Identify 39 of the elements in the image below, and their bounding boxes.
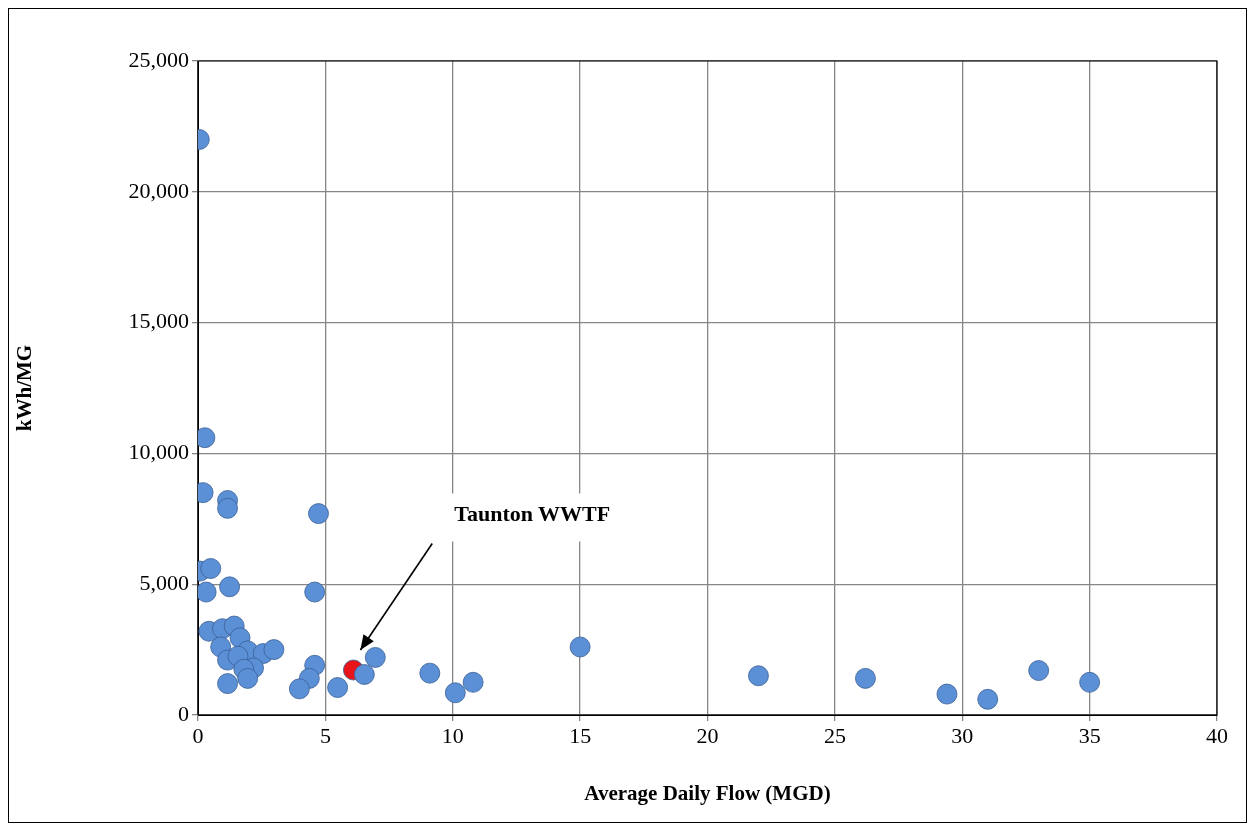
point: [748, 665, 769, 687]
point: [977, 688, 999, 710]
x-tick-label: 15: [569, 722, 592, 748]
point: [855, 667, 876, 689]
point: [200, 558, 222, 579]
x-tick-label: 30: [951, 722, 974, 748]
y-tick-label: 25,000: [128, 46, 189, 72]
point: [237, 667, 259, 689]
point: [1079, 671, 1101, 693]
y-tick-label: 10,000: [128, 439, 189, 465]
point: [219, 576, 240, 598]
point: [304, 581, 326, 603]
annotation: Taunton WWTF: [454, 501, 611, 527]
point: [217, 497, 238, 519]
x-tick-label: 35: [1078, 722, 1101, 748]
point: [569, 636, 591, 658]
x-tick-label: 25: [823, 722, 846, 748]
x-tick-label: 10: [441, 722, 464, 748]
point: [364, 647, 386, 668]
point: [1028, 660, 1050, 681]
x-tick-label: 40: [1206, 722, 1228, 748]
x-axis-title: Average Daily Flow (MGD): [584, 780, 831, 805]
point: [462, 671, 484, 693]
point: [217, 673, 238, 695]
y-tick-label: 0: [178, 700, 189, 726]
point: [263, 639, 285, 660]
x-tick-label: 20: [696, 722, 719, 748]
y-tick-label: 5,000: [139, 569, 189, 595]
y-tick-label: 20,000: [128, 177, 189, 203]
point: [936, 683, 958, 705]
point: [419, 662, 441, 684]
x-tick-label: 5: [319, 722, 331, 748]
point: [288, 678, 310, 700]
point: [444, 682, 466, 704]
point: [353, 664, 375, 685]
point: [308, 503, 329, 524]
y-tick-label: 15,000: [128, 308, 189, 334]
y-axis-title: kWh/MG: [12, 344, 37, 432]
point: [327, 677, 348, 698]
